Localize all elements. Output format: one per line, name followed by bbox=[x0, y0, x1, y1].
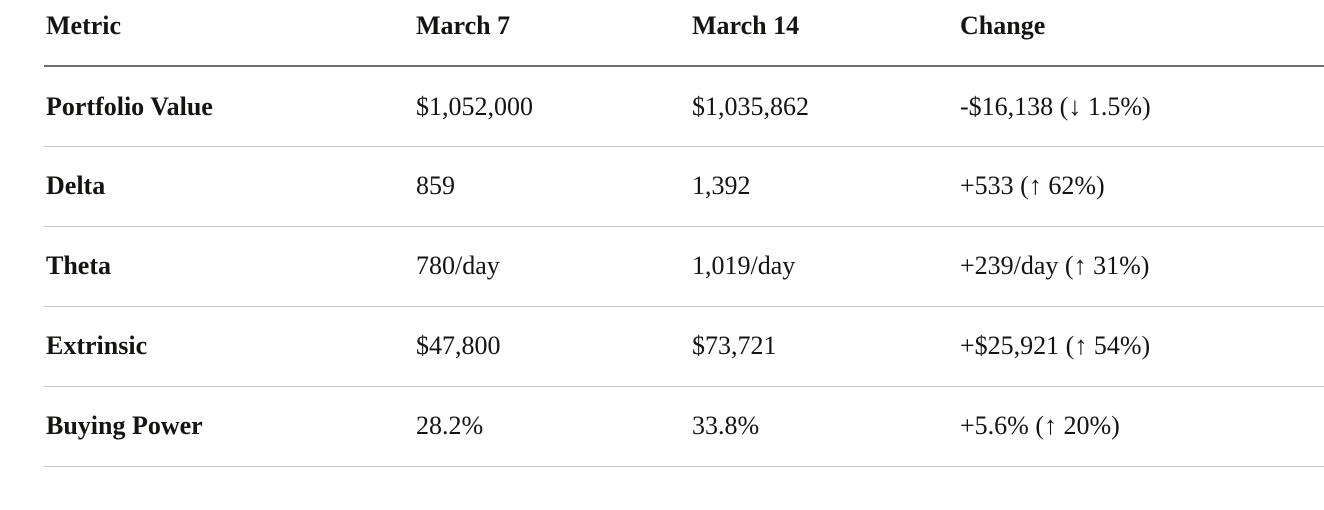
march7-cell: $47,800 bbox=[414, 306, 690, 387]
march14-cell: 1,392 bbox=[690, 146, 958, 227]
column-header-metric: Metric bbox=[44, 0, 414, 67]
march14-cell: 33.8% bbox=[690, 386, 958, 467]
change-cell: +239/day (↑ 31%) bbox=[958, 226, 1324, 307]
table-row-extrinsic: Extrinsic $47,800 $73,721 +$25,921 (↑ 54… bbox=[44, 306, 1324, 387]
metrics-comparison-table: Metric March 7 March 14 Change Portfolio… bbox=[44, 0, 1324, 467]
change-cell: +533 (↑ 62%) bbox=[958, 146, 1324, 227]
metric-cell: Extrinsic bbox=[44, 306, 414, 387]
table-row-delta: Delta 859 1,392 +533 (↑ 62%) bbox=[44, 146, 1324, 227]
metric-cell: Delta bbox=[44, 146, 414, 227]
change-cell: -$16,138 (↓ 1.5%) bbox=[958, 66, 1324, 147]
table-row-buying-power: Buying Power 28.2% 33.8% +5.6% (↑ 20%) bbox=[44, 386, 1324, 467]
table-row-portfolio-value: Portfolio Value $1,052,000 $1,035,862 -$… bbox=[44, 66, 1324, 147]
change-cell: +$25,921 (↑ 54%) bbox=[958, 306, 1324, 387]
march14-cell: $1,035,862 bbox=[690, 66, 958, 147]
march14-cell: $73,721 bbox=[690, 306, 958, 387]
metric-cell: Buying Power bbox=[44, 386, 414, 467]
march7-cell: 859 bbox=[414, 146, 690, 227]
march7-cell: 28.2% bbox=[414, 386, 690, 467]
column-header-march14: March 14 bbox=[690, 0, 958, 67]
march7-cell: 780/day bbox=[414, 226, 690, 307]
column-header-change: Change bbox=[958, 0, 1324, 67]
metric-cell: Portfolio Value bbox=[44, 66, 414, 147]
march14-cell: 1,019/day bbox=[690, 226, 958, 307]
metric-cell: Theta bbox=[44, 226, 414, 307]
march7-cell: $1,052,000 bbox=[414, 66, 690, 147]
table-header-row: Metric March 7 March 14 Change bbox=[44, 0, 1324, 67]
table-row-theta: Theta 780/day 1,019/day +239/day (↑ 31%) bbox=[44, 226, 1324, 307]
column-header-march7: March 7 bbox=[414, 0, 690, 67]
change-cell: +5.6% (↑ 20%) bbox=[958, 386, 1324, 467]
